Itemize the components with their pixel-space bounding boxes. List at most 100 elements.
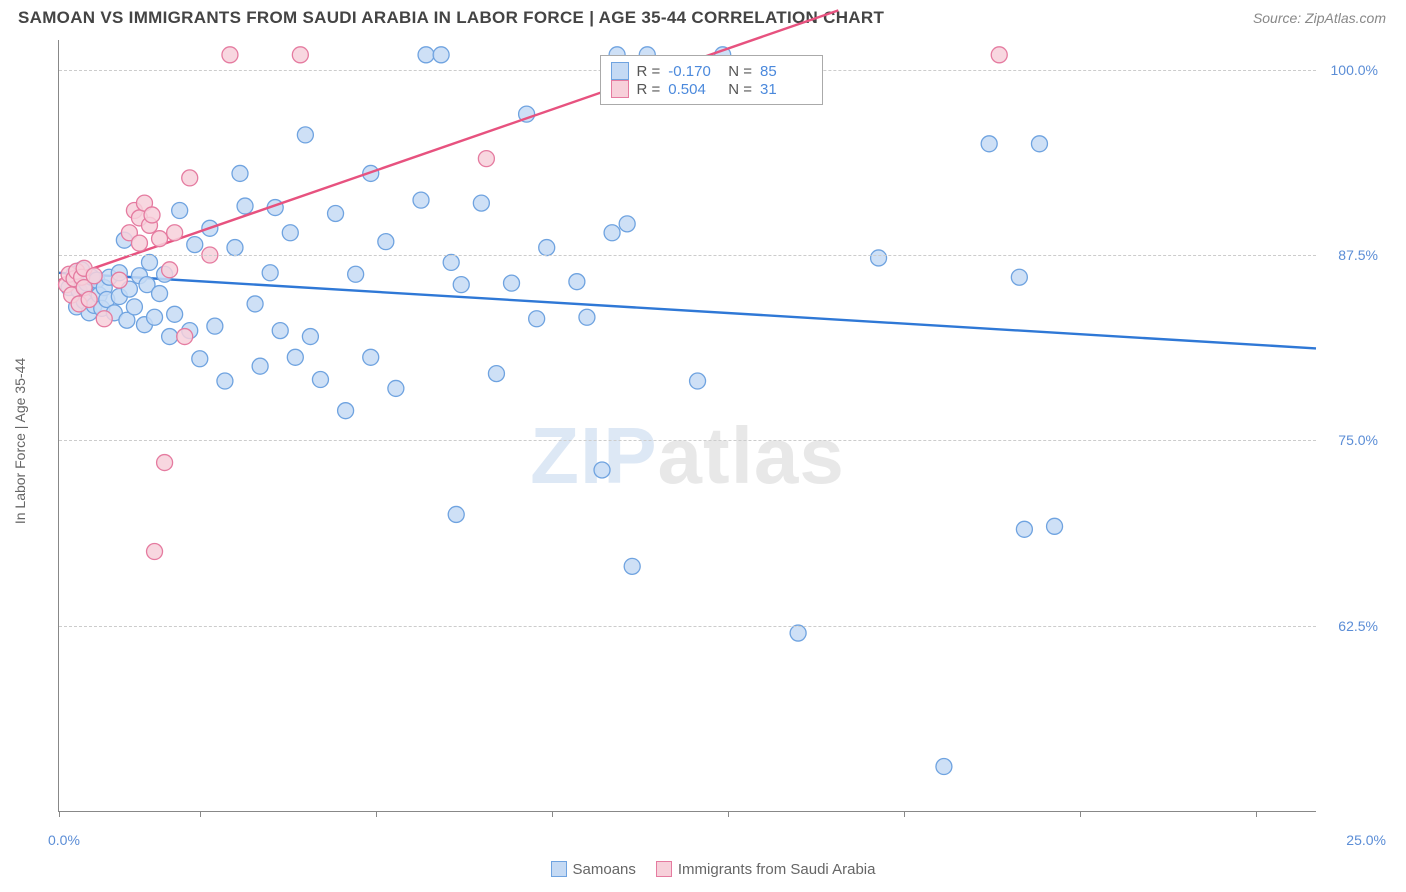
legend-row: R = -0.170 N = 85 [611,62,813,80]
x-tick-mark [728,811,729,817]
footer-swatch-label: Immigrants from Saudi Arabia [678,861,876,878]
data-point [247,296,263,312]
stats-legend: R = -0.170 N = 85R = 0.504 N = 31 [600,55,824,105]
data-point [192,351,208,367]
data-point [207,318,223,334]
data-point [147,544,163,560]
legend-r-value: -0.170 [668,63,720,80]
gridline-h [59,440,1316,441]
data-point [282,225,298,241]
data-point [539,240,555,256]
y-tick-label: 75.0% [1322,432,1378,448]
data-point [348,266,364,282]
legend-n-value: 31 [760,81,812,98]
data-point [418,47,434,63]
data-point [131,235,147,251]
data-point [177,329,193,345]
chart-area: In Labor Force | Age 35-44 ZIPatlas 62.5… [18,40,1386,842]
scatter-layer [59,40,1316,811]
legend-r-label: R = [637,63,661,80]
data-point [871,250,887,266]
gridline-h [59,255,1316,256]
data-point [172,203,188,219]
data-point [144,207,160,223]
legend-swatch [611,80,629,98]
source-label: Source: ZipAtlas.com [1253,10,1386,26]
data-point [690,373,706,389]
data-point [1031,136,1047,152]
data-point [433,47,449,63]
data-point [287,349,303,365]
x-tick-mark [1256,811,1257,817]
legend-r-value: 0.504 [668,81,720,98]
data-point [162,262,178,278]
data-point [378,234,394,250]
data-point [604,225,620,241]
legend-row: R =0.504N =31 [611,80,813,98]
legend-swatch [611,62,629,80]
x-tick-mark [904,811,905,817]
x-tick-mark [200,811,201,817]
footer-swatch-label: Samoans [573,861,636,878]
x-tick-mark [59,811,60,817]
data-point [413,192,429,208]
x-tick-mark [1080,811,1081,817]
data-point [152,286,168,302]
data-point [222,47,238,63]
data-point [338,403,354,419]
x-tick-mark [552,811,553,817]
footer-swatch [656,861,672,877]
y-axis-label: In Labor Force | Age 35-44 [12,358,28,524]
trend-line [59,273,1316,349]
data-point [292,47,308,63]
data-point [443,254,459,270]
data-point [448,506,464,522]
data-point [111,272,127,288]
data-point [81,291,97,307]
data-point [624,558,640,574]
footer-swatch [551,861,567,877]
data-point [237,198,253,214]
data-point [147,309,163,325]
data-point [187,237,203,253]
footer-legend: Samoans Immigrants from Saudi Arabia [0,861,1406,878]
data-point [363,349,379,365]
data-point [142,254,158,270]
data-point [619,216,635,232]
data-point [1016,521,1032,537]
y-tick-label: 87.5% [1322,247,1378,263]
data-point [1011,269,1027,285]
data-point [991,47,1007,63]
data-point [96,311,112,327]
data-point [981,136,997,152]
data-point [453,277,469,293]
legend-n-label: N = [728,81,752,98]
data-point [252,358,268,374]
data-point [162,329,178,345]
data-point [569,274,585,290]
data-point [302,329,318,345]
data-point [473,195,489,211]
y-tick-label: 62.5% [1322,618,1378,634]
data-point [262,265,278,281]
x-tick-min: 0.0% [48,832,80,848]
x-tick-mark [376,811,377,817]
data-point [579,309,595,325]
data-point [529,311,545,327]
data-point [182,170,198,186]
data-point [1047,518,1063,534]
data-point [167,225,183,241]
data-point [297,127,313,143]
data-point [488,366,504,382]
data-point [312,372,328,388]
data-point [167,306,183,322]
plot-region: ZIPatlas 62.5%75.0%87.5%100.0%R =-0.170N… [58,40,1316,812]
data-point [217,373,233,389]
data-point [388,380,404,396]
legend-n-value: 85 [760,63,812,80]
data-point [152,231,168,247]
gridline-h [59,626,1316,627]
x-tick-max: 25.0% [1346,832,1386,848]
legend-n-label: N = [728,63,752,80]
data-point [504,275,520,291]
